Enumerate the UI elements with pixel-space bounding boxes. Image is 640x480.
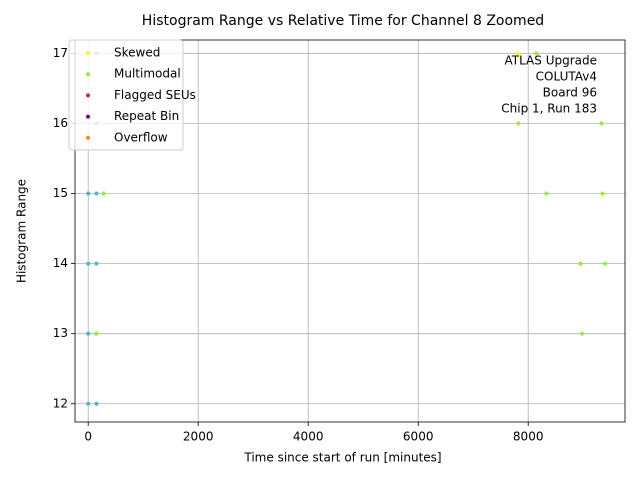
legend-marker: [86, 93, 90, 98]
point: [94, 401, 99, 406]
legend-marker: [86, 114, 90, 119]
y-tick-label: 12: [53, 396, 68, 410]
y-tick-label: 17: [53, 46, 68, 60]
annotation: ATLAS Upgrade: [504, 54, 597, 68]
legend-label: Repeat Bin: [114, 109, 179, 123]
point: [544, 191, 549, 196]
x-axis-label: Time since start of run [minutes]: [243, 451, 441, 465]
y-tick-label: 15: [53, 186, 68, 200]
plot-frame: [74, 39, 626, 423]
annotation: COLUTAv4: [536, 70, 597, 84]
point: [101, 191, 106, 196]
x-tick-label: 8000: [513, 430, 544, 444]
point: [94, 191, 99, 196]
point: [580, 331, 585, 336]
x-tick-label: 2000: [183, 430, 214, 444]
point: [603, 261, 608, 266]
point: [94, 331, 99, 336]
point: [516, 121, 521, 126]
x-tick-label: 4000: [293, 430, 324, 444]
point: [86, 331, 91, 336]
point: [599, 121, 604, 126]
legend-box: [68, 39, 184, 151]
point: [86, 191, 91, 196]
point: [515, 51, 520, 56]
legend-marker: [86, 72, 90, 77]
annotation: Chip 1, Run 183: [501, 102, 597, 116]
point: [94, 261, 99, 266]
point: [86, 401, 91, 406]
legend-label: Multimodal: [114, 67, 181, 81]
point: [534, 51, 539, 56]
x-tick-label: 6000: [403, 430, 434, 444]
legend-marker: [86, 135, 90, 140]
point: [578, 261, 583, 266]
annotation: Board 96: [543, 86, 597, 100]
y-tick-label: 16: [53, 116, 68, 130]
x-tick-label: 0: [84, 430, 92, 444]
point: [86, 261, 91, 266]
chart-title: Histogram Range vs Relative Time for Cha…: [142, 13, 544, 29]
y-tick-label: 13: [53, 326, 68, 340]
legend-label: Flagged SEUs: [114, 88, 196, 102]
point: [600, 191, 605, 196]
y-axis-label: Histogram Range: [15, 179, 29, 283]
legend-marker: [86, 51, 90, 55]
y-tick-label: 14: [53, 256, 68, 270]
legend-label: Skewed: [114, 46, 160, 60]
legend-label: Overflow: [114, 130, 168, 144]
